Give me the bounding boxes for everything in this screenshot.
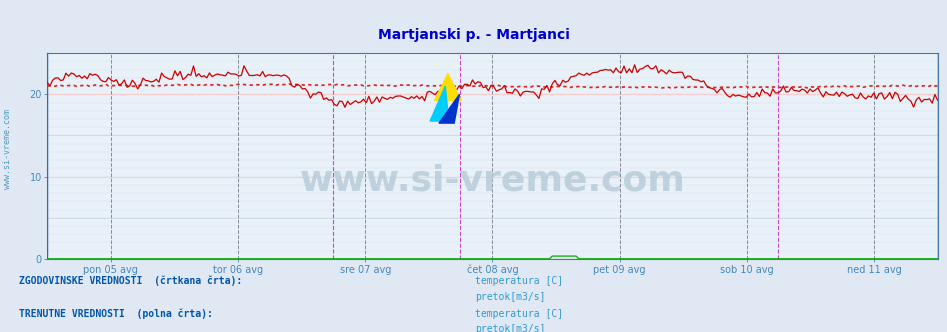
Polygon shape — [435, 74, 461, 101]
Text: temperatura [C]: temperatura [C] — [475, 309, 563, 319]
Text: ZGODOVINSKE VREDNOSTI  (črtkana črta):: ZGODOVINSKE VREDNOSTI (črtkana črta): — [19, 275, 242, 286]
Polygon shape — [430, 86, 449, 121]
Text: pretok[m3/s]: pretok[m3/s] — [475, 292, 545, 302]
Text: www.si-vreme.com: www.si-vreme.com — [299, 164, 686, 198]
Text: temperatura [C]: temperatura [C] — [475, 276, 563, 286]
Text: www.si-vreme.com: www.si-vreme.com — [3, 110, 12, 189]
Text: TRENUTNE VREDNOSTI  (polna črta):: TRENUTNE VREDNOSTI (polna črta): — [19, 308, 213, 319]
Polygon shape — [439, 94, 459, 123]
Text: Martjanski p. - Martjanci: Martjanski p. - Martjanci — [378, 28, 569, 42]
Text: pretok[m3/s]: pretok[m3/s] — [475, 324, 545, 332]
